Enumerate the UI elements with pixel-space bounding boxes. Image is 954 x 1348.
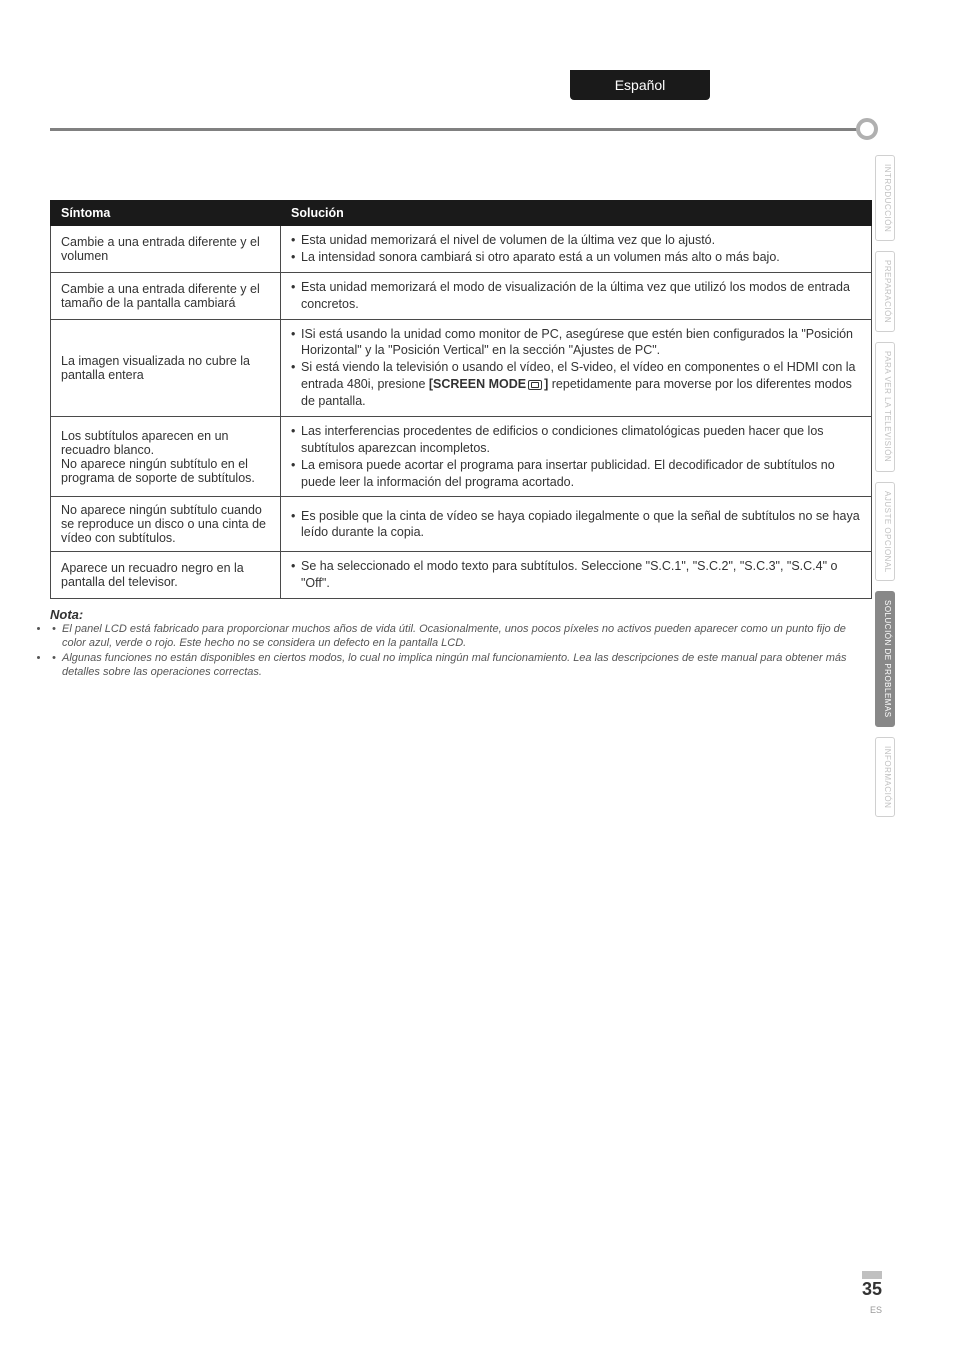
table-row: Cambie a una entrada diferente y el tama… <box>51 272 872 319</box>
symptom-cell: Los subtítulos aparecen en un recuadro b… <box>51 416 281 497</box>
table-row: Los subtítulos aparecen en un recuadro b… <box>51 416 872 497</box>
solution-item: Las interferencias procedentes de edific… <box>291 423 861 457</box>
troubleshooting-table: Síntoma Solución Cambie a una entrada di… <box>50 200 872 599</box>
solution-item: La intensidad sonora cambiará si otro ap… <box>291 249 861 266</box>
symptom-cell: Aparece un recuadro negro en la pantalla… <box>51 552 281 599</box>
solution-item: ISi está usando la unidad como monitor d… <box>291 326 861 360</box>
sidebar-tab[interactable]: PARA VER LA TELEVISIÓN <box>875 342 895 471</box>
page-footer: 35 ES <box>862 1271 882 1318</box>
table-row: La imagen visualizada no cubre la pantal… <box>51 319 872 416</box>
symptom-cell: Cambie a una entrada diferente y el tama… <box>51 272 281 319</box>
note-title: Nota: <box>50 607 872 622</box>
solution-cell: Las interferencias procedentes de edific… <box>281 416 872 497</box>
main-content: Síntoma Solución Cambie a una entrada di… <box>50 200 872 679</box>
header-solution: Solución <box>281 201 872 226</box>
note-item: Algunas funciones no están disponibles e… <box>50 651 872 680</box>
table-row: Cambie a una entrada diferente y el volu… <box>51 226 872 273</box>
solution-item: Esta unidad memorizará el modo de visual… <box>291 279 861 313</box>
solution-item: Se ha seleccionado el modo texto para su… <box>291 558 861 592</box>
top-divider <box>50 128 872 131</box>
solution-cell: Esta unidad memorizará el nivel de volum… <box>281 226 872 273</box>
table-row: No aparece ningún subtítulo cuando se re… <box>51 497 872 552</box>
sidebar-tab[interactable]: INTRODUCCIÓN <box>875 155 895 241</box>
language-tab: Español <box>570 70 710 100</box>
sidebar-nav: INTRODUCCIÓN PREPARACIÓN PARA VER LA TELEV… <box>875 155 895 817</box>
solution-cell: ISi está usando la unidad como monitor d… <box>281 319 872 416</box>
sidebar-tab[interactable]: PREPARACIÓN <box>875 251 895 332</box>
note-item: El panel LCD está fabricado para proporc… <box>50 622 872 651</box>
screen-mode-icon <box>528 380 542 390</box>
symptom-cell: Cambie a una entrada diferente y el volu… <box>51 226 281 273</box>
page-number: 35 <box>862 1271 882 1300</box>
header-symptom: Síntoma <box>51 201 281 226</box>
table-row: Aparece un recuadro negro en la pantalla… <box>51 552 872 599</box>
binder-ring-icon <box>856 118 878 140</box>
solution-item: La emisora puede acortar el programa par… <box>291 457 861 491</box>
sidebar-tab[interactable]: SOLUCIÓN DE PROBLEMAS <box>875 591 895 727</box>
solution-item: Es posible que la cinta de vídeo se haya… <box>291 508 861 542</box>
note-list: El panel LCD está fabricado para proporc… <box>50 622 872 679</box>
solution-cell: Se ha seleccionado el modo texto para su… <box>281 552 872 599</box>
note-block: Nota: El panel LCD está fabricado para p… <box>50 607 872 679</box>
symptom-cell: No aparece ningún subtítulo cuando se re… <box>51 497 281 552</box>
solution-cell: Es posible que la cinta de vídeo se haya… <box>281 497 872 552</box>
sidebar-tab[interactable]: INFORMACIÓN <box>875 737 895 817</box>
solution-cell: Esta unidad memorizará el modo de visual… <box>281 272 872 319</box>
symptom-cell: La imagen visualizada no cubre la pantal… <box>51 319 281 416</box>
page-lang: ES <box>870 1305 882 1315</box>
solution-item: Si está viendo la televisión o usando el… <box>291 359 861 410</box>
solution-item: Esta unidad memorizará el nivel de volum… <box>291 232 861 249</box>
sidebar-tab[interactable]: AJUSTE OPCIONAL <box>875 482 895 582</box>
